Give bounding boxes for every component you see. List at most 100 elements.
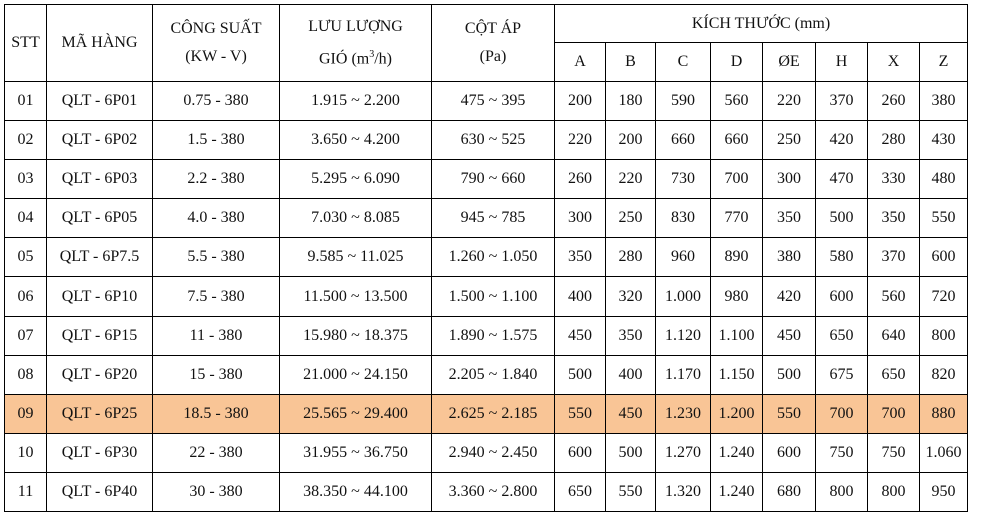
dim-cell: 450 xyxy=(762,315,816,356)
dim-cell: 550 xyxy=(605,471,656,513)
cot-ap-cell: 2.625 ~ 2.185 xyxy=(431,393,555,434)
dim-cell: 200 xyxy=(554,80,606,122)
dim-cell: 650 xyxy=(867,354,920,395)
dim-cell: 590 xyxy=(655,80,711,122)
dim-cell: 350 xyxy=(762,198,816,239)
header-luu-luong: LƯU LƯỢNG GIÓ (m3/h) xyxy=(279,4,432,82)
header-dim-6: X xyxy=(867,42,920,82)
dim-cell: 260 xyxy=(554,159,606,200)
dim-cell: 700 xyxy=(815,393,868,434)
stt-cell: 09 xyxy=(4,393,47,434)
dim-cell: 560 xyxy=(710,80,763,122)
ma-hang-cell: QLT - 6P40 xyxy=(46,471,153,513)
ma-hang-cell: QLT - 6P15 xyxy=(46,315,153,356)
dim-cell: 380 xyxy=(919,80,968,122)
dim-cell: 1.320 xyxy=(655,471,711,513)
dim-cell: 280 xyxy=(867,120,920,161)
dim-cell: 450 xyxy=(605,393,656,434)
dim-cell: 300 xyxy=(554,198,606,239)
cot-ap-cell: 3.360 ~ 2.800 xyxy=(431,471,555,513)
dim-cell: 700 xyxy=(710,159,763,200)
dim-cell: 200 xyxy=(605,120,656,161)
dim-cell: 720 xyxy=(919,276,968,317)
table-row: 07 QLT - 6P15 11 - 380 15.980 ~ 18.375 1.890… xyxy=(4,315,968,356)
dim-cell: 820 xyxy=(919,354,968,395)
dim-cell: 1.270 xyxy=(655,432,711,473)
dim-cell: 800 xyxy=(815,471,868,513)
dim-cell: 1.200 xyxy=(710,393,763,434)
ma-hang-cell: QLT - 6P02 xyxy=(46,120,153,161)
dim-cell: 420 xyxy=(762,276,816,317)
luu-luong-cell: 7.030 ~ 8.085 xyxy=(279,198,432,239)
dim-cell: 500 xyxy=(815,198,868,239)
cot-ap-unit: (Pa) xyxy=(479,48,507,65)
dim-cell: 1.170 xyxy=(655,354,711,395)
dim-cell: 550 xyxy=(554,393,606,434)
header-dim-5: H xyxy=(815,42,868,82)
luu-luong-cell: 5.295 ~ 6.090 xyxy=(279,159,432,200)
dim-cell: 1.100 xyxy=(710,315,763,356)
cong-suat-cell: 2.2 - 380 xyxy=(152,159,280,200)
dim-cell: 800 xyxy=(919,315,968,356)
luu-luong-label: LƯU LƯỢNG xyxy=(308,17,403,35)
cong-suat-cell: 11 - 380 xyxy=(152,315,280,356)
cong-suat-unit: (KW - V) xyxy=(185,48,247,65)
dim-cell: 600 xyxy=(919,237,968,278)
dim-cell: 470 xyxy=(815,159,868,200)
cot-ap-cell: 1.260 ~ 1.050 xyxy=(431,237,555,278)
dim-cell: 180 xyxy=(605,80,656,122)
header-dim-2: C xyxy=(655,42,711,82)
dim-cell: 220 xyxy=(554,120,606,161)
dim-cell: 660 xyxy=(710,120,763,161)
header-cong-suat: CÔNG SUẤT (KW - V) xyxy=(152,4,280,82)
dim-cell: 220 xyxy=(762,80,816,122)
dim-cell: 400 xyxy=(605,354,656,395)
dim-cell: 750 xyxy=(815,432,868,473)
dim-cell: 600 xyxy=(554,432,606,473)
stt-cell: 11 xyxy=(4,471,47,513)
dim-cell: 750 xyxy=(867,432,920,473)
luu-luong-cell: 3.650 ~ 4.200 xyxy=(279,120,432,161)
dim-cell: 280 xyxy=(605,237,656,278)
stt-cell: 10 xyxy=(4,432,47,473)
dim-cell: 650 xyxy=(554,471,606,513)
dim-cell: 550 xyxy=(919,198,968,239)
dim-cell: 400 xyxy=(554,276,606,317)
header-dim-4: ØE xyxy=(762,42,816,82)
dim-cell: 680 xyxy=(762,471,816,513)
dim-cell: 320 xyxy=(605,276,656,317)
cot-ap-cell: 630 ~ 525 xyxy=(431,120,555,161)
header-cot-ap: CỘT ÁP (Pa) xyxy=(431,4,555,82)
luu-luong-cell: 31.955 ~ 36.750 xyxy=(279,432,432,473)
table-row: 10 QLT - 6P30 22 - 380 31.955 ~ 36.750 2.940… xyxy=(4,432,968,473)
dim-cell: 950 xyxy=(919,471,968,513)
dim-cell: 380 xyxy=(762,237,816,278)
cong-suat-cell: 0.75 - 380 xyxy=(152,80,280,122)
dim-cell: 730 xyxy=(655,159,711,200)
cot-ap-cell: 2.205 ~ 1.840 xyxy=(431,354,555,395)
cong-suat-cell: 30 - 380 xyxy=(152,471,280,513)
dim-cell: 1.120 xyxy=(655,315,711,356)
cot-ap-cell: 790 ~ 660 xyxy=(431,159,555,200)
stt-cell: 05 xyxy=(4,237,47,278)
dim-cell: 500 xyxy=(605,432,656,473)
dim-cell: 580 xyxy=(815,237,868,278)
header-dim-1: B xyxy=(605,42,656,82)
ma-hang-cell: QLT - 6P7.5 xyxy=(46,237,153,278)
spec-table: STT MÃ HÀNG CÔNG SUẤT (KW - V) LƯU LƯỢNG… xyxy=(4,4,968,513)
dim-cell: 1.240 xyxy=(710,432,763,473)
dim-cell: 350 xyxy=(867,198,920,239)
ma-hang-cell: QLT - 6P30 xyxy=(46,432,153,473)
ma-hang-cell: QLT - 6P03 xyxy=(46,159,153,200)
stt-cell: 06 xyxy=(4,276,47,317)
dim-cell: 660 xyxy=(655,120,711,161)
ma-hang-cell: QLT - 6P25 xyxy=(46,393,153,434)
luu-luong-cell: 9.585 ~ 11.025 xyxy=(279,237,432,278)
cong-suat-cell: 5.5 - 380 xyxy=(152,237,280,278)
dim-cell: 1.230 xyxy=(655,393,711,434)
dim-cell: 350 xyxy=(554,237,606,278)
cot-ap-cell: 1.890 ~ 1.575 xyxy=(431,315,555,356)
dim-cell: 880 xyxy=(919,393,968,434)
dim-cell: 700 xyxy=(867,393,920,434)
cong-suat-cell: 1.5 - 380 xyxy=(152,120,280,161)
